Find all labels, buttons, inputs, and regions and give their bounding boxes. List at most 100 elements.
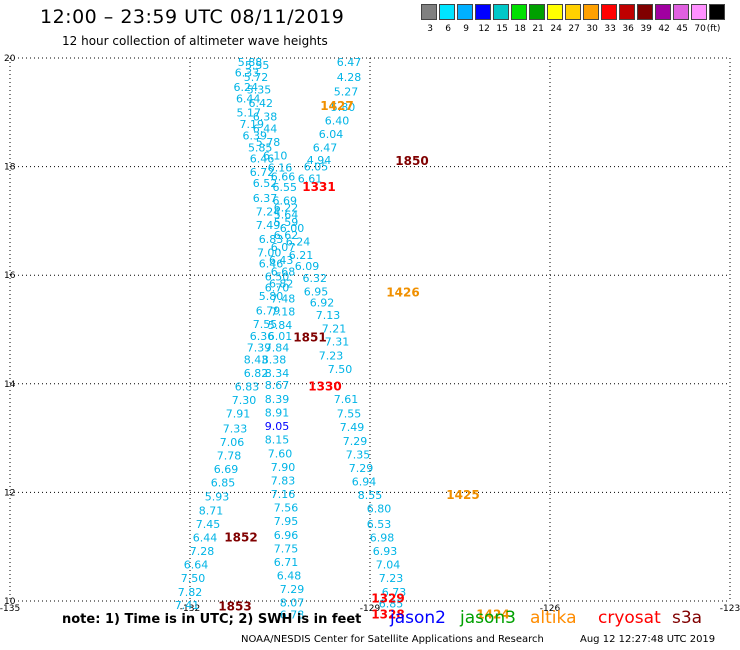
pass-time-label: 1331 [302, 180, 335, 194]
wave-height-point: 6.37 [253, 192, 278, 205]
colorbar-swatch [637, 4, 653, 20]
pass-time-label: 1851 [293, 331, 326, 345]
wave-height-point: 7.29 [349, 462, 374, 475]
colorbar-swatch [439, 4, 455, 20]
wave-height-point: 6.48 [277, 569, 302, 582]
colorbar-label: (ft) [706, 24, 721, 34]
wave-height-point: 8.34 [265, 367, 290, 380]
wave-height-point: 6.69 [273, 194, 298, 207]
wave-height-point: 6.79 [256, 304, 281, 317]
wave-height-point: 6.78 [280, 609, 305, 622]
wave-height-point: 6.16 [268, 162, 293, 175]
colorbar-swatch [709, 4, 725, 20]
wave-height-point: 7.78 [217, 449, 242, 462]
colorbar-swatch [673, 4, 689, 20]
colorbar-swatch [421, 4, 437, 20]
y-tick-label: 14 [4, 380, 16, 390]
wave-height-point: 6.83 [259, 233, 284, 246]
wave-height-point: 7.61 [334, 393, 359, 406]
colorbar-label: 6 [445, 24, 451, 34]
y-tick-label: 10 [4, 597, 16, 607]
wave-height-point: 7.49 [340, 421, 365, 434]
colorbar-label: 30 [586, 24, 598, 34]
pass-time-label: 1329 [371, 591, 404, 605]
wave-height-point: 7.83 [271, 474, 296, 487]
wave-height-point: 6.32 [303, 272, 328, 285]
wave-height-point: 6.61 [298, 173, 323, 186]
wave-height-point: 6.64 [184, 559, 209, 572]
wave-height-point: 6.73 [382, 586, 407, 599]
wave-height-point: 6.98 [370, 531, 395, 544]
wave-height-point: 7.19 [240, 118, 265, 131]
wave-height-point: 6.04 [319, 128, 344, 141]
wave-height-point: 6.80 [367, 503, 392, 516]
wave-height-point: 8.39 [265, 393, 290, 406]
pass-time-label: 1852 [224, 530, 257, 544]
satellite-altika: altika [530, 608, 577, 628]
wave-height-point: 5.80 [259, 290, 284, 303]
axis-ticks: -135 -132 -129 -126 -123 10 12 14 16 18 20 [0, 54, 740, 614]
wave-height-point: 5.88 [238, 56, 263, 69]
wave-height-point: 6.95 [304, 285, 329, 298]
footer-note: note: 1) Time is in UTC; 2) SWH is in fe… [62, 612, 362, 627]
wave-height-point: 6.70 [265, 282, 290, 295]
colorbar-label: 3 [427, 24, 433, 34]
wave-height-point: 6.69 [214, 463, 239, 476]
x-tick-label: -129 [360, 604, 381, 614]
wave-height-point: 7.55 [253, 318, 278, 331]
colorbar-swatch [547, 4, 563, 20]
colorbar-label: 42 [658, 24, 670, 34]
colorbar-swatch [511, 4, 527, 20]
wave-height-point: 6.36 [250, 330, 275, 343]
satellite-cryosat: cryosat [598, 608, 661, 628]
x-tick-label: -123 [720, 604, 740, 614]
wave-height-point: 7.75 [274, 542, 299, 555]
colorbar-swatch [565, 4, 581, 20]
pass-time-label: 1850 [395, 154, 428, 168]
pass-time-label: 1328 [371, 608, 404, 622]
colorbar-label: 12 [478, 24, 490, 34]
colorbar-label: 15 [496, 24, 508, 34]
wave-height-point: 6.71 [274, 556, 299, 569]
wave-height-point: 6.68 [271, 265, 296, 278]
wave-height-point: 7.29 [343, 435, 368, 448]
wave-height-point: 7.41 [175, 599, 200, 612]
wave-height-point: 7.48 [271, 293, 296, 306]
pass-time-label: 1330 [308, 380, 341, 394]
colorbar-swatch [601, 4, 617, 20]
wave-height-point: 6.66 [271, 170, 296, 183]
chart-title: 12:00 – 23:59 UTC 08/11/2019 [40, 6, 345, 28]
wave-height-point: 7.56 [274, 502, 299, 515]
wave-height-point: 6.39 [243, 130, 268, 143]
wave-height-point: 6.01 [268, 330, 293, 343]
wave-height-point: 6.24 [234, 81, 259, 94]
wave-height-point: 6.38 [253, 111, 278, 124]
wave-height-point: 6.53 [367, 518, 392, 531]
wave-height-point: 6.94 [352, 476, 377, 489]
wave-height-point: 7.50 [181, 572, 206, 585]
wave-height-point: 6.22 [274, 201, 299, 214]
wave-height-point: 7.35 [346, 448, 371, 461]
wave-height-point: 6.83 [235, 381, 260, 394]
colorbar-label: 24 [550, 24, 562, 34]
wave-height-point: 6.52 [253, 177, 278, 190]
wave-height-point: 6.62 [274, 229, 299, 242]
wave-height-point: 8.43 [244, 353, 269, 366]
colorbar-swatch [691, 4, 707, 20]
grid-lines [9, 57, 731, 602]
wave-height-point: 7.39 [247, 341, 272, 354]
wave-height-point: 7.28 [190, 545, 215, 558]
wave-height-point: 5.78 [256, 136, 281, 149]
colorbar-label: 9 [463, 24, 469, 34]
wave-height-point: 7.23 [319, 350, 344, 363]
y-tick-label: 16 [4, 271, 16, 281]
wave-height-point: 7.82 [178, 586, 203, 599]
wave-height-point: 5.35 [247, 83, 272, 96]
wave-height-point: 7.90 [271, 461, 296, 474]
wave-height-point: 7.13 [316, 309, 341, 322]
colorbar-label: 39 [640, 24, 652, 34]
wave-height-point: 7.60 [268, 447, 293, 460]
wave-height-point: 8.07 [280, 597, 305, 610]
wave-height-point: 6.07 [271, 241, 296, 254]
wave-height-point: 7.50 [328, 363, 353, 376]
